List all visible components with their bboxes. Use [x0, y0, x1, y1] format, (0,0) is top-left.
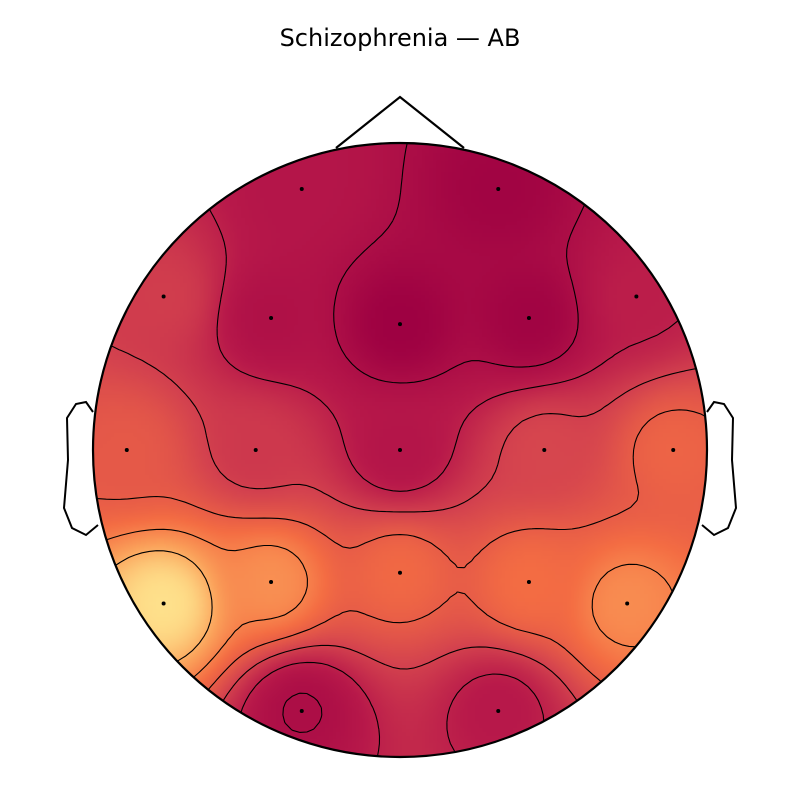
head-outline: [91, 141, 709, 759]
left-ear: [62, 400, 99, 537]
sensor-dot-17: [625, 601, 630, 606]
chart-title: Schizophrenia — AB: [280, 24, 521, 52]
sensor-dot-18: [299, 708, 304, 713]
contour-lines: [93, 143, 707, 757]
sensor-dot-3: [161, 294, 166, 299]
right-ear: [701, 400, 738, 537]
contour-line-2: [171, 143, 707, 757]
nose-outline: [335, 95, 465, 149]
sensor-dot-6: [526, 315, 531, 320]
sensor-dot-10: [398, 448, 402, 452]
sensor-dot-16: [526, 580, 531, 585]
sensor-markers: [124, 187, 676, 713]
sensor-dot-13: [161, 601, 166, 606]
sensor-dot-2: [496, 187, 501, 192]
sensor-dot-14: [269, 580, 274, 585]
sensor-dot-7: [634, 294, 639, 299]
sensor-dot-19: [496, 708, 501, 713]
sensor-dot-4: [269, 315, 274, 320]
sensor-dot-11: [542, 448, 547, 452]
sensor-dot-5: [398, 322, 402, 327]
sensor-dot-15: [398, 570, 402, 575]
sensor-dot-1: [299, 187, 304, 192]
sensor-dot-12: [671, 448, 676, 452]
sensor-dot-9: [253, 448, 258, 452]
sensor-dot-8: [124, 448, 129, 452]
